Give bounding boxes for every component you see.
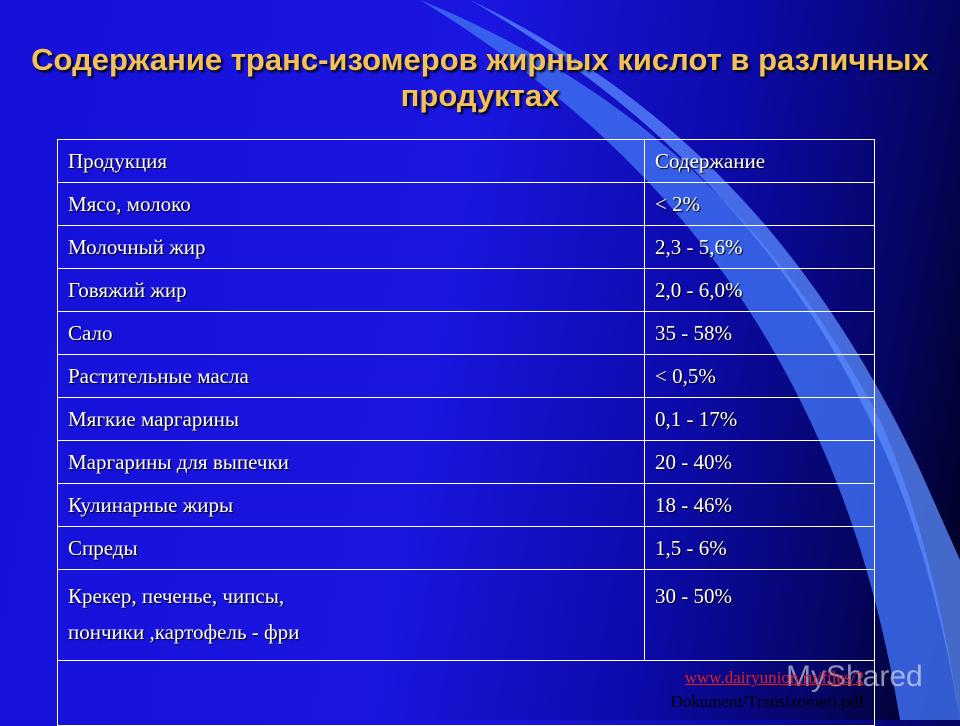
source-note: www.dairyunion.ru/files/2 Dokument/Trans… (671, 666, 864, 714)
content-cell: 2,0 - 6,0% (644, 268, 875, 312)
product-line-2: пончики ,картофель - фри (68, 620, 300, 644)
table-row: Мясо, молоко < 2% (57, 182, 875, 226)
product-cell: Кулинарные жиры (57, 483, 645, 527)
product-cell: Мягкие маргарины (57, 397, 645, 441)
table-row: Маргарины для выпечки 20 - 40% (57, 440, 875, 484)
table-row: Молочный жир 2,3 - 5,6% (57, 225, 875, 269)
table-row: Спреды 1,5 - 6% (57, 526, 875, 570)
content-cell: 35 - 58% (644, 311, 875, 355)
table-row: Говяжий жир 2,0 - 6,0% (57, 268, 875, 312)
content-cell: 30 - 50% (644, 569, 875, 661)
slide-title: Содержание транс-изомеров жирных кислот … (31, 42, 929, 113)
product-cell: Мясо, молоко (57, 182, 645, 226)
content-cell: 0,1 - 17% (644, 397, 875, 441)
content-cell: 1,5 - 6% (644, 526, 875, 570)
product-cell: Молочный жир (57, 225, 645, 269)
table-row: Крекер, печенье, чипсы, пончики ,картофе… (57, 569, 875, 661)
content-cell: 18 - 46% (644, 483, 875, 527)
content-cell: < 2% (644, 182, 875, 226)
watermark: MyShared (786, 660, 923, 693)
product-cell: Крекер, печенье, чипсы, пончики ,картофе… (57, 569, 645, 661)
table-row: Растительные масла < 0,5% (57, 354, 875, 398)
table-header-row: Продукция Содержание (57, 139, 875, 183)
source-document: Dokument/Transizomeri.pdf (670, 692, 864, 711)
product-line-1: Крекер, печенье, чипсы, (68, 584, 285, 608)
table-row: Кулинарные жиры 18 - 46% (57, 483, 875, 527)
table-row: Мягкие маргарины 0,1 - 17% (57, 397, 875, 441)
product-cell: Говяжий жир (57, 268, 645, 312)
content-cell: 20 - 40% (644, 440, 875, 484)
table-row: Сало 35 - 58% (57, 311, 875, 355)
product-cell: Маргарины для выпечки (57, 440, 645, 484)
trans-fat-table: Продукция Содержание Мясо, молоко < 2% М… (57, 139, 875, 726)
product-cell: Сало (57, 311, 645, 355)
column-header-content: Содержание (644, 139, 875, 183)
product-cell: Спреды (57, 526, 645, 570)
content-cell: 2,3 - 5,6% (644, 225, 875, 269)
source-link[interactable]: www.dairyunion.ru/files/2 (684, 668, 864, 687)
product-cell: Растительные масла (57, 354, 645, 398)
column-header-product: Продукция (57, 139, 645, 183)
content-cell: < 0,5% (644, 354, 875, 398)
